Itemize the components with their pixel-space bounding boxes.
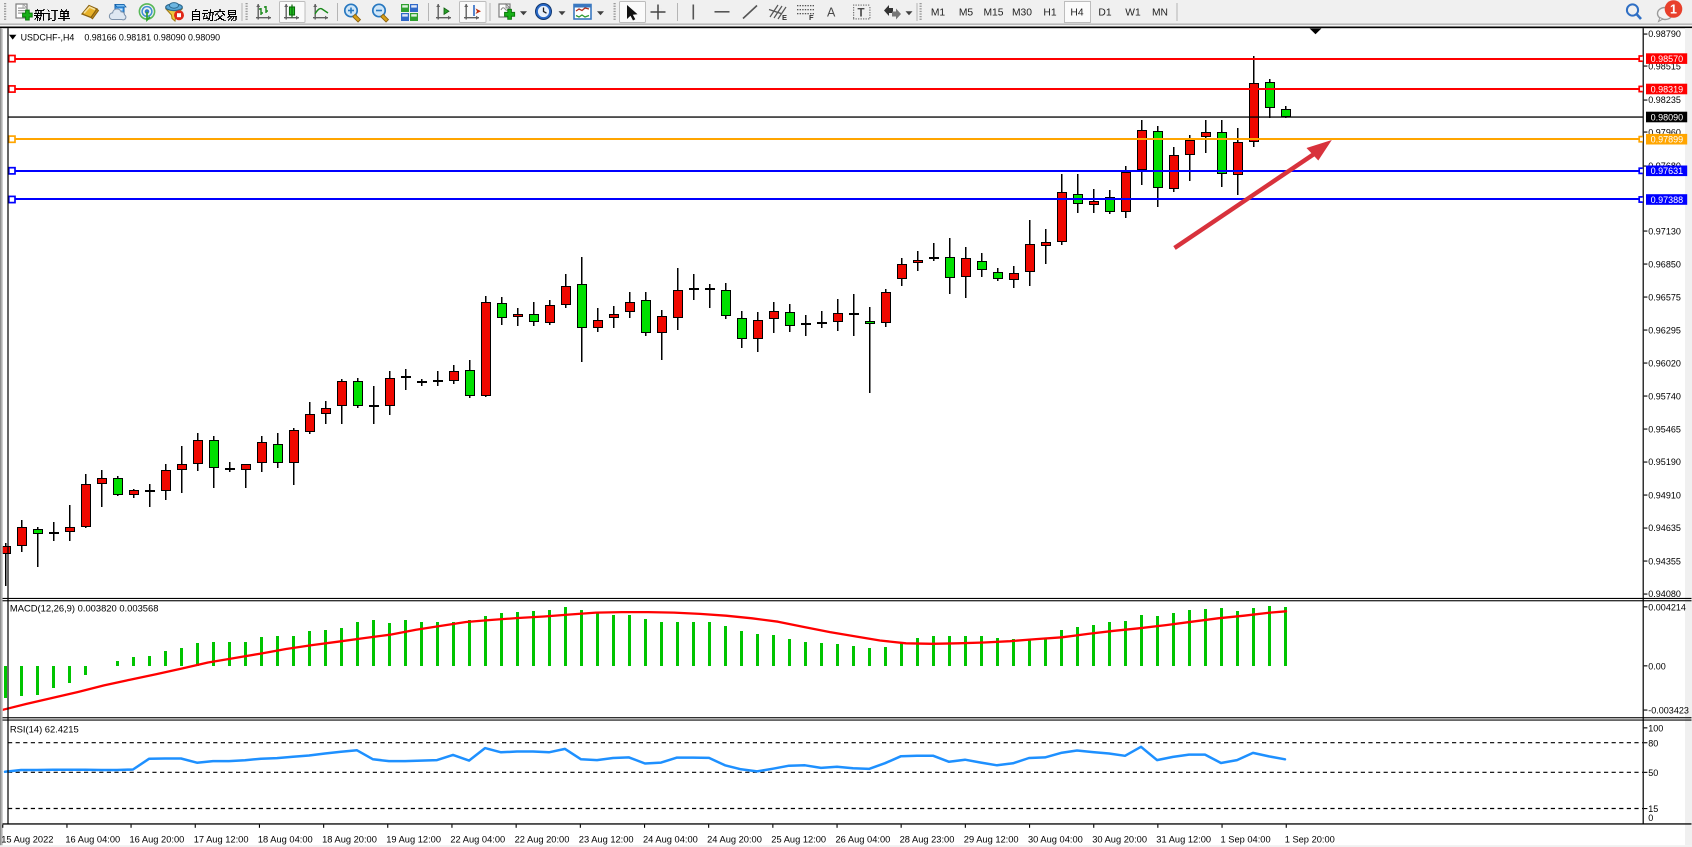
svg-text:RSI(14) 62.4215: RSI(14) 62.4215 [10,724,79,735]
svg-text:0.98790: 0.98790 [1648,29,1681,39]
svg-text:26 Aug 04:00: 26 Aug 04:00 [836,834,891,844]
svg-text:0.004214: 0.004214 [1648,603,1686,613]
svg-text:80: 80 [1648,738,1658,748]
svg-text:T: T [858,8,865,20]
svg-text:MACD(12,26,9) 0.003820 0.00356: MACD(12,26,9) 0.003820 0.003568 [10,603,159,614]
svg-text:M1: M1 [931,8,946,19]
svg-text:0.98166 0.98181 0.98090 0.9809: 0.98166 0.98181 0.98090 0.98090 [84,32,220,42]
svg-text:30 Aug 04:00: 30 Aug 04:00 [1028,834,1083,844]
svg-text:18 Aug 04:00: 18 Aug 04:00 [258,834,313,844]
svg-text:0.98515: 0.98515 [1648,62,1681,72]
svg-text:0.95740: 0.95740 [1648,392,1681,402]
svg-text:0.96020: 0.96020 [1648,358,1681,368]
svg-text:24 Aug 20:00: 24 Aug 20:00 [707,834,762,844]
svg-text:0.98235: 0.98235 [1648,95,1681,105]
svg-text:M30: M30 [1012,8,1032,19]
svg-text:0.97899: 0.97899 [1651,135,1684,145]
svg-text:30 Aug 20:00: 30 Aug 20:00 [1092,834,1147,844]
svg-text:17 Aug 12:00: 17 Aug 12:00 [194,834,249,844]
svg-text:24 Aug 04:00: 24 Aug 04:00 [643,834,698,844]
svg-text:-0.003423: -0.003423 [1648,706,1689,716]
svg-text:0.94910: 0.94910 [1648,490,1681,500]
svg-text:50: 50 [1648,768,1658,778]
svg-text:0.94355: 0.94355 [1648,556,1681,566]
svg-text:E: E [782,13,787,22]
svg-text:0.96850: 0.96850 [1648,260,1681,270]
svg-text:0.97631: 0.97631 [1651,166,1684,176]
svg-text:D1: D1 [1098,8,1111,19]
svg-text:MN: MN [1152,8,1168,19]
svg-text:USDCHF-,H4: USDCHF-,H4 [21,32,75,42]
svg-text:F: F [809,13,814,22]
svg-text:16 Aug 04:00: 16 Aug 04:00 [65,834,120,844]
svg-text:0.94635: 0.94635 [1648,523,1681,533]
svg-text:29 Aug 12:00: 29 Aug 12:00 [964,834,1019,844]
svg-text:A: A [827,6,836,20]
svg-text:0.97388: 0.97388 [1651,195,1684,205]
svg-text:0.00: 0.00 [1648,662,1666,672]
svg-text:0.96575: 0.96575 [1648,292,1681,302]
svg-text:0: 0 [1648,813,1653,823]
svg-text:22 Aug 20:00: 22 Aug 20:00 [515,834,570,844]
svg-text:M15: M15 [983,8,1003,19]
svg-text:31 Aug 12:00: 31 Aug 12:00 [1156,834,1211,844]
svg-text:0.94080: 0.94080 [1648,589,1681,599]
svg-text:M5: M5 [959,8,974,19]
svg-text:0.95190: 0.95190 [1648,457,1681,467]
svg-text:1 Sep 04:00: 1 Sep 04:00 [1221,834,1271,844]
svg-text:28 Aug 23:00: 28 Aug 23:00 [900,834,955,844]
svg-text:0.97130: 0.97130 [1648,226,1681,236]
svg-text:15: 15 [1648,804,1658,814]
svg-text:100: 100 [1648,724,1663,734]
svg-text:25 Aug 12:00: 25 Aug 12:00 [771,834,826,844]
svg-text:0.98570: 0.98570 [1651,54,1684,64]
svg-text:0.95465: 0.95465 [1648,424,1681,434]
svg-text:0.96295: 0.96295 [1648,326,1681,336]
svg-text:15 Aug 2022: 15 Aug 2022 [1,834,53,844]
svg-text:0.98319: 0.98319 [1651,84,1684,94]
svg-text:H4: H4 [1070,8,1083,19]
svg-text:1: 1 [1670,2,1677,16]
svg-text:16 Aug 20:00: 16 Aug 20:00 [130,834,185,844]
svg-text:0.97960: 0.97960 [1648,128,1681,138]
svg-text:0.98090: 0.98090 [1651,112,1684,122]
svg-text:18 Aug 20:00: 18 Aug 20:00 [322,834,377,844]
svg-text:W1: W1 [1125,8,1141,19]
svg-text:23 Aug 12:00: 23 Aug 12:00 [579,834,634,844]
svg-text:19 Aug 12:00: 19 Aug 12:00 [386,834,441,844]
svg-text:H1: H1 [1043,8,1056,19]
svg-text:22 Aug 04:00: 22 Aug 04:00 [450,834,505,844]
svg-text:1 Sep 20:00: 1 Sep 20:00 [1285,834,1335,844]
